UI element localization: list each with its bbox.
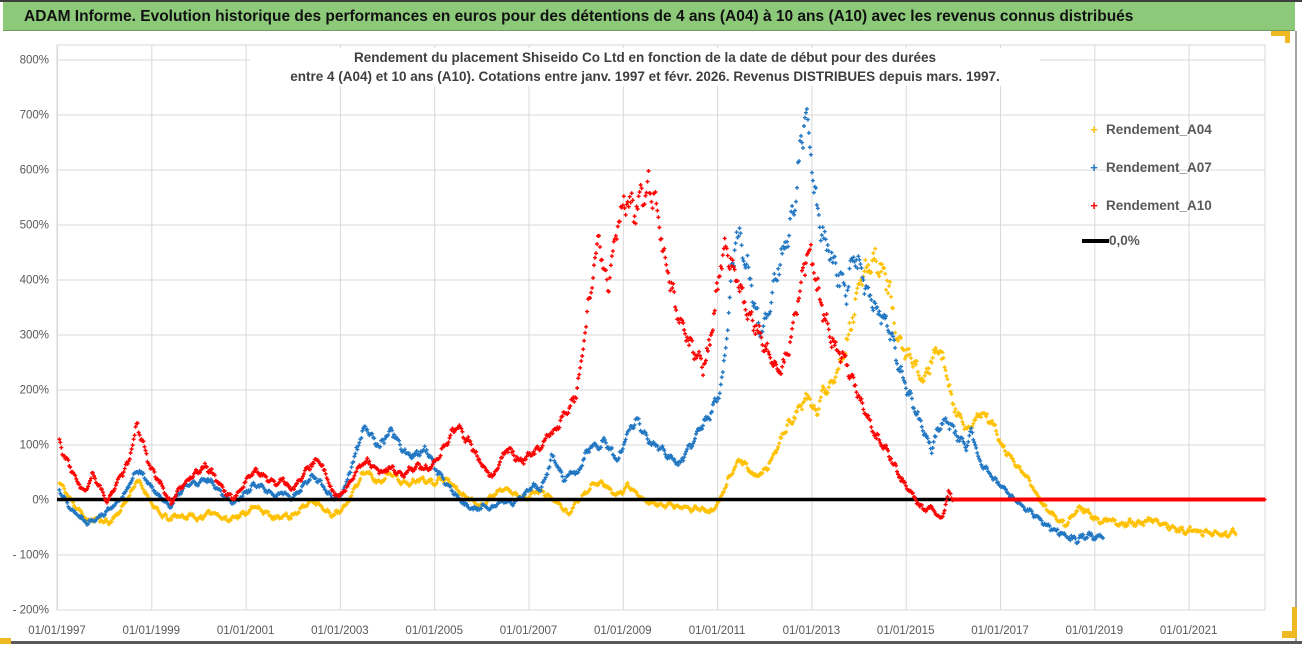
- svg-text:- 100%: - 100%: [13, 550, 49, 562]
- gold-corner-accent: [1271, 31, 1290, 36]
- legend-label: Rendement_A07: [1106, 160, 1212, 175]
- legend-item-a04: + Rendement_A04: [1082, 117, 1277, 142]
- series-rendement-a10: [57, 169, 1267, 520]
- legend-item-a10: + Rendement_A10: [1082, 193, 1277, 218]
- svg-text:01/01/2001: 01/01/2001: [217, 625, 275, 637]
- plot-border: [56, 44, 1266, 611]
- plus-marker-icon: +: [1090, 198, 1098, 213]
- svg-text:01/01/1999: 01/01/1999: [123, 625, 181, 637]
- plus-marker-icon: +: [1090, 160, 1098, 175]
- svg-text:01/01/2005: 01/01/2005: [405, 625, 463, 637]
- series-rendement-a07: [57, 107, 1105, 546]
- svg-text:- 200%: - 200%: [13, 605, 49, 617]
- legend-label: Rendement_A10: [1106, 198, 1212, 213]
- top-border-line: [0, 0, 1302, 2]
- svg-text:01/01/2017: 01/01/2017: [971, 625, 1029, 637]
- frame-right-border: [1295, 31, 1297, 641]
- banner-title: ADAM Informe. Evolution historique des p…: [3, 2, 1295, 31]
- svg-text:700%: 700%: [20, 110, 49, 122]
- svg-text:01/01/1997: 01/01/1997: [28, 625, 86, 637]
- chart-legend: + Rendement_A04 + Rendement_A07 + Rendem…: [1082, 117, 1277, 266]
- svg-text:01/01/2007: 01/01/2007: [500, 625, 558, 637]
- svg-text:200%: 200%: [20, 385, 49, 397]
- svg-text:100%: 100%: [20, 440, 49, 452]
- plus-marker-icon: +: [1090, 122, 1098, 137]
- svg-text:300%: 300%: [20, 330, 49, 342]
- legend-label: Rendement_A04: [1106, 122, 1212, 137]
- frame-bottom-border: [0, 641, 1302, 644]
- chart-title-line1: Rendement du placement Shiseido Co Ltd e…: [353, 50, 937, 65]
- svg-text:01/01/2009: 01/01/2009: [594, 625, 652, 637]
- legend-label: 0,0%: [1109, 233, 1140, 248]
- gold-corner-accent: [1282, 631, 1297, 638]
- series-rendement-a04: [57, 246, 1238, 539]
- zero-line-swatch-icon: [1082, 238, 1109, 243]
- x-axis-labels: 01/01/1997 01/01/1999 01/01/2001 01/01/2003…: [28, 625, 1217, 637]
- svg-text:01/01/2011: 01/01/2011: [689, 625, 746, 637]
- svg-text:01/01/2013: 01/01/2013: [783, 625, 841, 637]
- chart-title: Rendement du placement Shiseido Co Ltd e…: [250, 48, 1040, 86]
- svg-text:800%: 800%: [20, 55, 49, 67]
- gold-corner-accent: [1292, 607, 1297, 638]
- svg-text:01/01/2015: 01/01/2015: [877, 625, 935, 637]
- svg-text:01/01/2021: 01/01/2021: [1160, 625, 1218, 637]
- svg-text:400%: 400%: [20, 275, 49, 287]
- svg-text:01/01/2003: 01/01/2003: [311, 625, 369, 637]
- svg-text:0%: 0%: [32, 495, 49, 507]
- y-axis-labels: 800% 700% 600% 500% 400% 300% 200% 100% 0% - 100%…: [13, 55, 49, 617]
- legend-item-a07: + Rendement_A07: [1082, 155, 1277, 180]
- svg-text:500%: 500%: [20, 220, 49, 232]
- gold-corner-accent: [1285, 31, 1290, 43]
- svg-text:01/01/2019: 01/01/2019: [1066, 625, 1124, 637]
- gold-corner-accent: [0, 638, 11, 644]
- svg-text:600%: 600%: [20, 165, 49, 177]
- chart-title-line2: entre 4 (A04) et 10 ans (A10). Cotations…: [290, 69, 1000, 84]
- legend-item-zero-line: 0,0%: [1082, 228, 1277, 253]
